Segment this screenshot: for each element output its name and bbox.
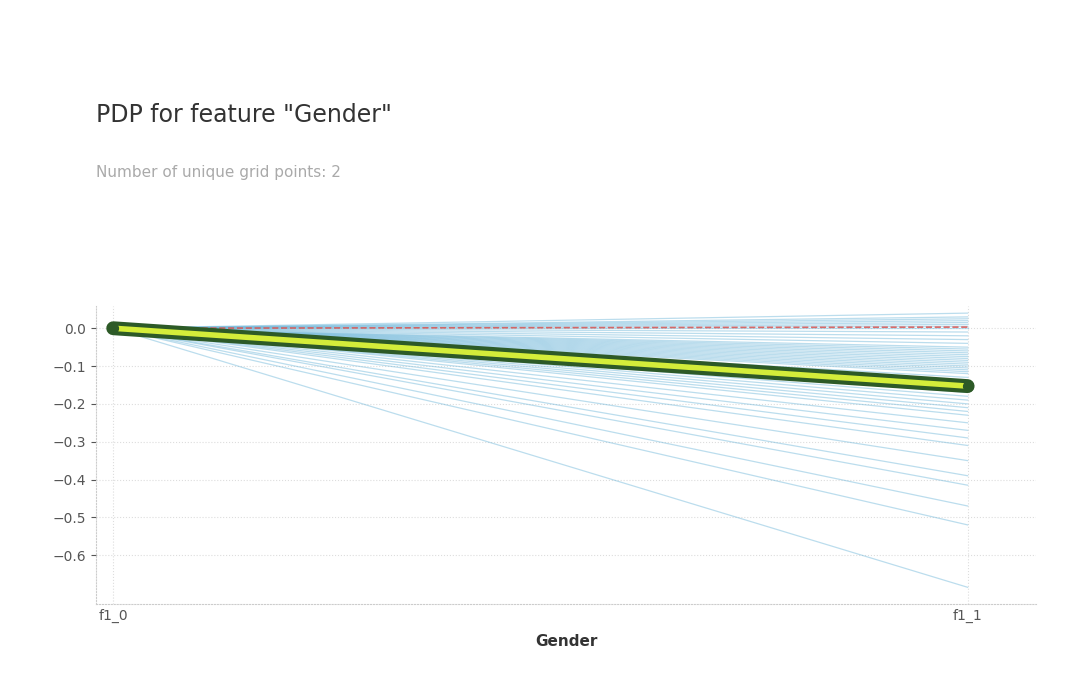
Text: PDP for feature "Gender": PDP for feature "Gender" (96, 103, 392, 127)
Text: Number of unique grid points: 2: Number of unique grid points: 2 (96, 164, 341, 179)
X-axis label: Gender: Gender (535, 634, 597, 649)
Point (105, 323, 122, 333)
Point (959, 381, 976, 392)
